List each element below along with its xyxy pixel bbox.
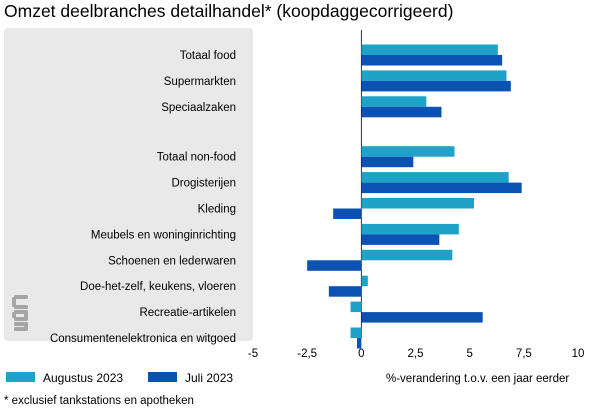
category-label: Totaal non-food <box>157 152 236 164</box>
logo-stroke <box>14 327 28 331</box>
logo-stroke <box>12 297 16 307</box>
bar-augustus <box>361 172 509 183</box>
x-tick-label: 10 <box>572 348 585 360</box>
legend-swatch <box>6 372 35 382</box>
x-tick-label: 0 <box>358 348 364 360</box>
bar-augustus <box>361 44 498 55</box>
bar-juli <box>361 312 483 323</box>
category-label: Drogisterijen <box>171 178 236 190</box>
x-tick-label: -5 <box>248 348 258 360</box>
bar-augustus <box>361 198 474 209</box>
x-tick-label: -2,5 <box>297 348 317 360</box>
bar-juli <box>361 234 440 245</box>
logo-stroke <box>14 317 28 321</box>
cbs-logo <box>12 295 28 331</box>
bar-augustus <box>361 96 427 107</box>
bar-juli <box>361 106 442 118</box>
x-tick-label: 7,5 <box>516 348 532 360</box>
category-label: Speciaalzaken <box>161 102 236 114</box>
bar-juli <box>361 80 511 92</box>
category-label: Supermarkten <box>164 76 236 88</box>
logo-stroke <box>12 312 16 318</box>
logo-stroke <box>14 295 28 299</box>
bar-juli <box>307 260 362 271</box>
logo-stroke <box>24 312 28 318</box>
bar-augustus <box>350 301 362 313</box>
bar-juli <box>361 182 522 194</box>
category-panel-bg <box>4 28 253 341</box>
bar-juli <box>333 208 362 219</box>
category-label: Kleding <box>198 204 236 216</box>
legend-label: Juli 2023 <box>185 371 233 385</box>
bar-juli <box>361 156 414 168</box>
bar-augustus <box>361 70 507 81</box>
category-label: Schoenen en lederwaren <box>108 255 236 267</box>
bar-augustus <box>350 327 362 338</box>
footnote: * exclusief tankstations en apotheken <box>4 395 194 407</box>
legend-swatch <box>148 372 177 382</box>
category-panel <box>4 28 253 341</box>
x-axis-title: %-verandering t.o.v. een jaar eerder <box>386 373 569 385</box>
chart-title: Omzet deelbranches detailhandel* (koopda… <box>4 1 453 21</box>
legend-label: Augustus 2023 <box>43 371 123 385</box>
category-label: Recreatie-artikelen <box>139 307 236 319</box>
x-tick-label: 2,5 <box>408 348 424 360</box>
bar-augustus <box>361 146 455 157</box>
bar-augustus <box>361 249 453 261</box>
category-label: Doe-het-zelf, keukens, vloeren <box>80 281 236 293</box>
bar-augustus <box>361 275 368 287</box>
category-label: Consumentenelektronica en witgoed <box>50 333 236 345</box>
bar-juli <box>328 286 362 297</box>
bar-augustus <box>361 223 459 235</box>
bar-juli <box>361 55 503 66</box>
x-tick-label: 5 <box>466 348 472 360</box>
category-label: Meubels en woninginrichting <box>91 229 236 241</box>
logo-stroke <box>14 305 28 309</box>
category-label: Totaal food <box>180 50 236 62</box>
bar-juli <box>357 338 362 349</box>
